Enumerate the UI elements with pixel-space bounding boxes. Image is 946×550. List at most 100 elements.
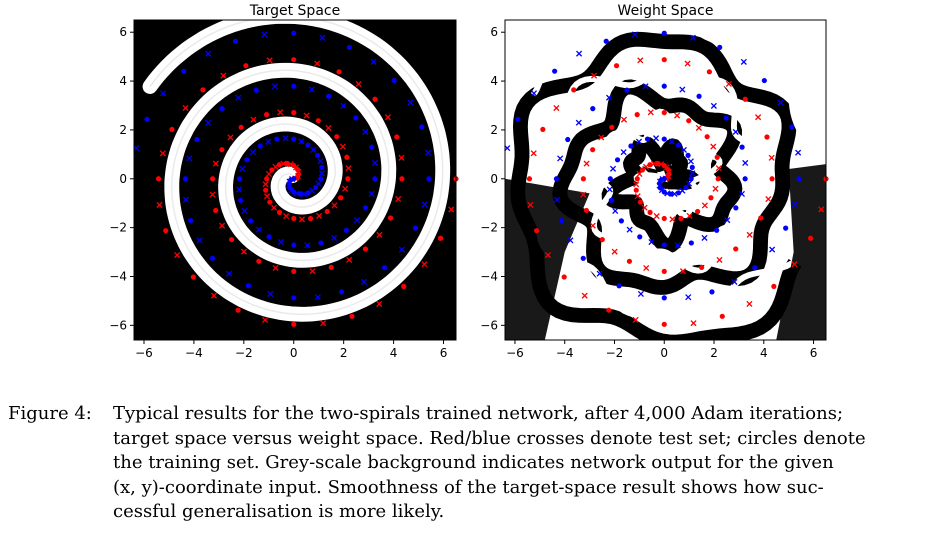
test-point [156,201,163,208]
caption-line-1: Typical results for the two-spirals trai… [113,403,844,424]
train-point [318,240,324,246]
y-tick-label: 2 [490,123,498,137]
train-point [369,144,375,150]
train-point [561,274,567,280]
train-point [571,87,577,93]
test-point [376,231,383,238]
test-point [355,80,362,87]
test-point [724,217,731,224]
train-point [688,240,694,246]
caption-line-2: target space versus weight space. Red/bl… [113,427,866,449]
train-point [339,289,345,295]
chart-title: Weight Space [618,3,714,19]
test-point [725,80,732,87]
train-point [200,87,206,93]
train-point [644,136,651,142]
test-point [376,300,383,307]
test-point [791,261,798,268]
train-point [264,176,270,182]
y-tick-label: 4 [490,74,498,88]
train-point [284,160,290,167]
train-point [708,195,714,201]
train-point [606,307,612,313]
train-point [733,246,739,252]
train-point [263,112,270,118]
train-point [637,199,644,205]
train-point [219,147,225,153]
test-point [686,212,693,219]
train-point [796,176,802,182]
test-point [689,34,696,41]
y-tick-label: −2 [109,221,127,235]
test-point [620,116,628,123]
test-point [314,60,321,67]
test-point [689,170,696,177]
test-point [266,57,273,64]
train-point [291,242,297,248]
train-point [291,321,297,327]
test-point [791,201,798,208]
test-point [695,124,702,131]
test-point [765,196,772,203]
train-point [372,96,378,102]
train-point [717,44,723,50]
train-point [313,185,319,191]
test-point [701,234,708,241]
train-point [349,313,355,319]
test-point [818,206,825,213]
train-point [661,321,667,327]
test-point [267,290,274,298]
test-point [320,320,327,327]
test-point [612,207,619,214]
train-point [683,185,689,191]
test-point [583,160,590,167]
train-point [616,283,622,289]
train-point [237,176,243,182]
test-point [212,160,219,167]
train-point [719,313,725,319]
test-point [319,34,326,41]
test-point [317,158,324,165]
train-point [695,208,701,215]
train-point [194,136,200,143]
test-point [345,165,352,172]
train-point [291,57,297,63]
test-point [448,206,455,213]
x-tick-label: 2 [340,346,348,360]
test-point [684,60,691,67]
train-point [362,205,369,211]
train-point [291,83,297,89]
test-point [795,149,802,156]
figure-panels: Target Space −6 −4 −2 0 2 4 6 −6 −4 −2 0 2 4 6 Weight S… [109,3,829,360]
train-point [583,207,590,214]
train-point [742,176,748,182]
test-point [255,226,263,233]
caption-label: Figure 4: [8,403,92,424]
train-point [689,164,695,170]
test-point [219,222,226,229]
train-point [235,307,241,313]
series-red [155,57,459,327]
test-point [272,264,279,272]
train-point [580,255,586,261]
test-point [609,165,617,172]
test-point [303,112,310,119]
train-point [628,143,634,149]
train-point [704,134,710,140]
test-point [204,119,212,126]
test-point [331,202,338,209]
train-point [714,154,720,160]
test-point [641,204,648,211]
test-point [210,292,217,299]
train-point [714,227,720,233]
train-point [169,126,175,133]
train-point [346,44,352,50]
test-point [635,138,643,145]
axes-frame [133,19,457,341]
train-point [706,69,712,75]
test-point [738,190,745,198]
x-tick-label: 0 [290,346,298,360]
train-point [688,176,694,182]
test-point [642,83,649,90]
